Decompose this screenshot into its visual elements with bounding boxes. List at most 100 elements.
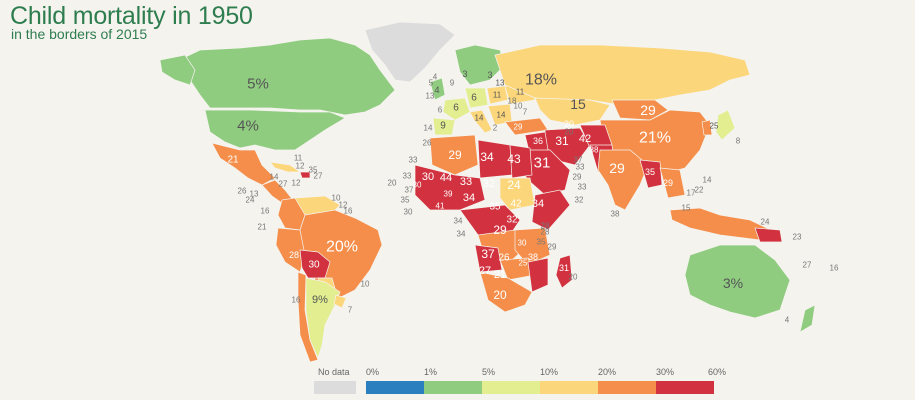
country-morocco-algeria[interactable] (429, 134, 479, 176)
small-label: 15 (682, 204, 691, 213)
small-label: 27 (803, 261, 812, 270)
country-horn[interactable] (531, 189, 571, 231)
label-namibia: 27 (479, 265, 491, 277)
country-mozambique[interactable] (527, 257, 549, 293)
country-korea[interactable] (701, 119, 713, 136)
label-nordic2: 3 (487, 70, 492, 80)
country-mexico[interactable] (211, 142, 276, 186)
small-label: 24 (761, 218, 770, 227)
country-scandinavia[interactable] (454, 44, 506, 86)
small-label: 13 (426, 92, 435, 101)
country-mongolia[interactable] (611, 99, 669, 121)
label-france: 6 (453, 103, 459, 114)
country-png[interactable] (754, 227, 783, 243)
label-guinea: 39 (444, 190, 453, 199)
country-australia[interactable] (684, 244, 791, 319)
country-france[interactable] (442, 97, 471, 121)
country-italy[interactable] (469, 109, 493, 134)
small-label: 16 (830, 264, 839, 273)
country-central-africa[interactable] (459, 204, 521, 236)
small-label: 16 (344, 207, 353, 216)
label-algeria: 29 (448, 148, 462, 162)
small-label: 10 (332, 194, 341, 203)
label-poland: 11 (493, 91, 502, 100)
country-southern-africa[interactable] (479, 271, 533, 313)
country-madagascar[interactable] (555, 254, 573, 289)
label-balkans: 14 (497, 111, 506, 120)
label-afghanistan: 42 (579, 133, 591, 145)
label-ethiopia: 34 (532, 198, 544, 210)
country-alaska[interactable] (159, 54, 196, 86)
small-label: 37 (405, 186, 414, 195)
country-egypt[interactable] (509, 144, 533, 179)
label-bolivia: 30 (308, 260, 320, 271)
label-libya: 34 (480, 150, 494, 164)
country-russia[interactable] (494, 44, 751, 106)
country-germany[interactable] (464, 87, 489, 109)
small-label: 20 (565, 128, 574, 137)
label-korea: 25 (710, 122, 719, 131)
country-kazakhstan[interactable] (534, 97, 611, 126)
country-japan[interactable] (715, 109, 736, 141)
label-russia: 18% (525, 72, 557, 89)
small-label: 33 (576, 163, 585, 172)
country-angola[interactable] (474, 244, 503, 273)
label-ivory: 41 (436, 202, 445, 211)
country-sudan[interactable] (499, 177, 536, 211)
small-label: 23 (793, 233, 802, 242)
small-label: 7 (348, 306, 353, 315)
small-label: 35 (537, 238, 546, 247)
country-spain[interactable] (432, 117, 456, 136)
country-uk[interactable] (429, 77, 446, 101)
small-label: 34 (457, 230, 466, 239)
country-argentina[interactable] (305, 277, 341, 359)
small-label: 34 (454, 217, 463, 226)
small-label: 14 (424, 124, 433, 133)
small-label: 12 (292, 179, 301, 188)
country-peru[interactable] (275, 227, 306, 273)
country-haiti[interactable] (299, 171, 311, 179)
country-cuba[interactable] (269, 161, 302, 173)
country-myanmar[interactable] (639, 159, 663, 189)
country-poland[interactable] (486, 85, 509, 105)
small-label: 29 (548, 243, 557, 252)
country-greenland[interactable] (364, 21, 456, 83)
label-turkey: 29 (514, 123, 523, 132)
label-argentina: 9% (312, 294, 328, 306)
country-canada[interactable] (174, 37, 396, 116)
label-angola: 37 (481, 247, 495, 261)
country-thailand[interactable] (659, 167, 686, 199)
label-kazakhstan: 15 (570, 96, 586, 112)
label-india: 29 (609, 160, 625, 176)
label-mexico: 21 (227, 155, 239, 166)
label-zimbabwe: 25 (519, 259, 528, 268)
small-label: 33 (578, 183, 587, 192)
small-label: 13 (250, 190, 259, 199)
country-india[interactable] (597, 149, 649, 211)
small-label: 21 (258, 223, 267, 232)
label-sudan: 24 (507, 178, 521, 192)
label-chad: 32 (483, 178, 495, 190)
country-newzealand[interactable] (799, 304, 816, 333)
label-madagascar: 31 (559, 263, 569, 273)
label-peru: 28 (289, 250, 299, 260)
small-label: 27 (314, 172, 323, 181)
country-west-africa[interactable] (414, 164, 486, 211)
label-mongolia: 29 (640, 102, 656, 118)
small-label: 22 (695, 186, 704, 195)
small-label: 4 (433, 73, 438, 82)
small-label: 18 (508, 97, 517, 106)
country-usa[interactable] (204, 109, 346, 151)
country-uruguay[interactable] (333, 294, 347, 309)
small-label: 6 (438, 106, 443, 115)
label-uzbek: 20 (564, 119, 574, 129)
small-label: 7 (523, 108, 528, 117)
small-label: 2 (493, 124, 498, 133)
small-label: 38 (611, 210, 620, 219)
small-label: 26 (423, 139, 432, 148)
label-china: 21% (639, 130, 671, 147)
label-myanmar: 35 (645, 167, 655, 177)
small-label: 10 (361, 280, 370, 289)
label-iraq: 36 (533, 136, 543, 146)
